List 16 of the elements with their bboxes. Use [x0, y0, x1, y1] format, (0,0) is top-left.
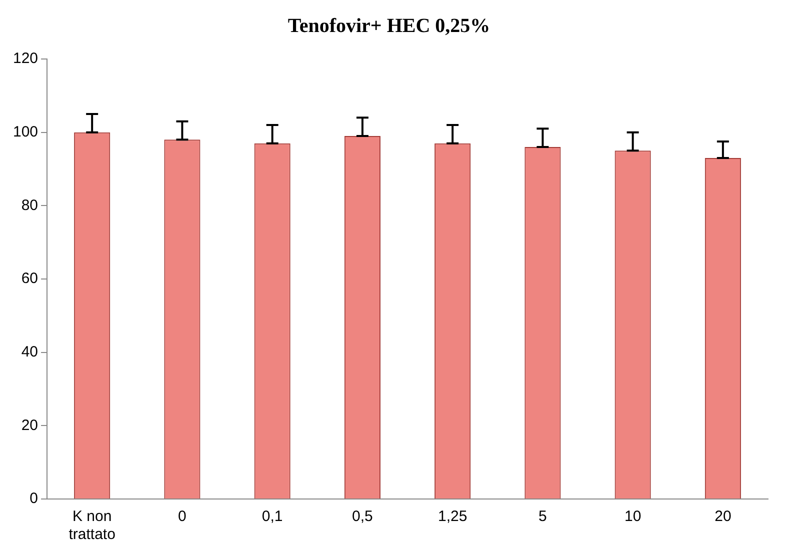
x-tick-label: K non trattato	[68, 508, 116, 544]
x-tick-label: 0	[178, 508, 186, 526]
y-tick-label: 120	[12, 50, 38, 68]
x-tick-label: 1,25	[438, 508, 468, 526]
x-tick-label: 0,1	[262, 508, 283, 526]
x-tick-label: 20	[714, 508, 732, 526]
y-tick-label: 40	[21, 343, 38, 360]
y-tick-label: 80	[21, 196, 38, 214]
x-tick-label: 0,5	[352, 508, 373, 526]
x-tick-label: 10	[624, 508, 642, 526]
y-tick-label: 100	[12, 123, 38, 140]
x-tick-label: 5	[538, 508, 547, 526]
y-tick-label: 0	[30, 490, 38, 508]
y-tick-label: 60	[21, 270, 38, 288]
y-tick-label: 20	[21, 416, 38, 434]
chart-title: Tenofovir+ HEC 0,25%	[288, 15, 490, 38]
